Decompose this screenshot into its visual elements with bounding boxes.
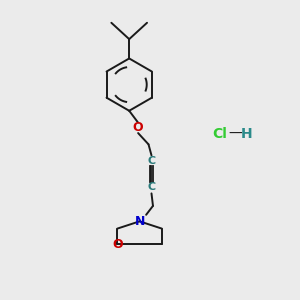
Text: N: N	[134, 215, 145, 228]
Text: H: H	[241, 127, 252, 141]
Text: O: O	[133, 121, 143, 134]
Text: O: O	[112, 238, 123, 251]
Text: —: —	[229, 127, 242, 141]
Text: C: C	[147, 182, 155, 193]
Text: C: C	[147, 156, 155, 166]
Text: Cl: Cl	[212, 127, 227, 141]
